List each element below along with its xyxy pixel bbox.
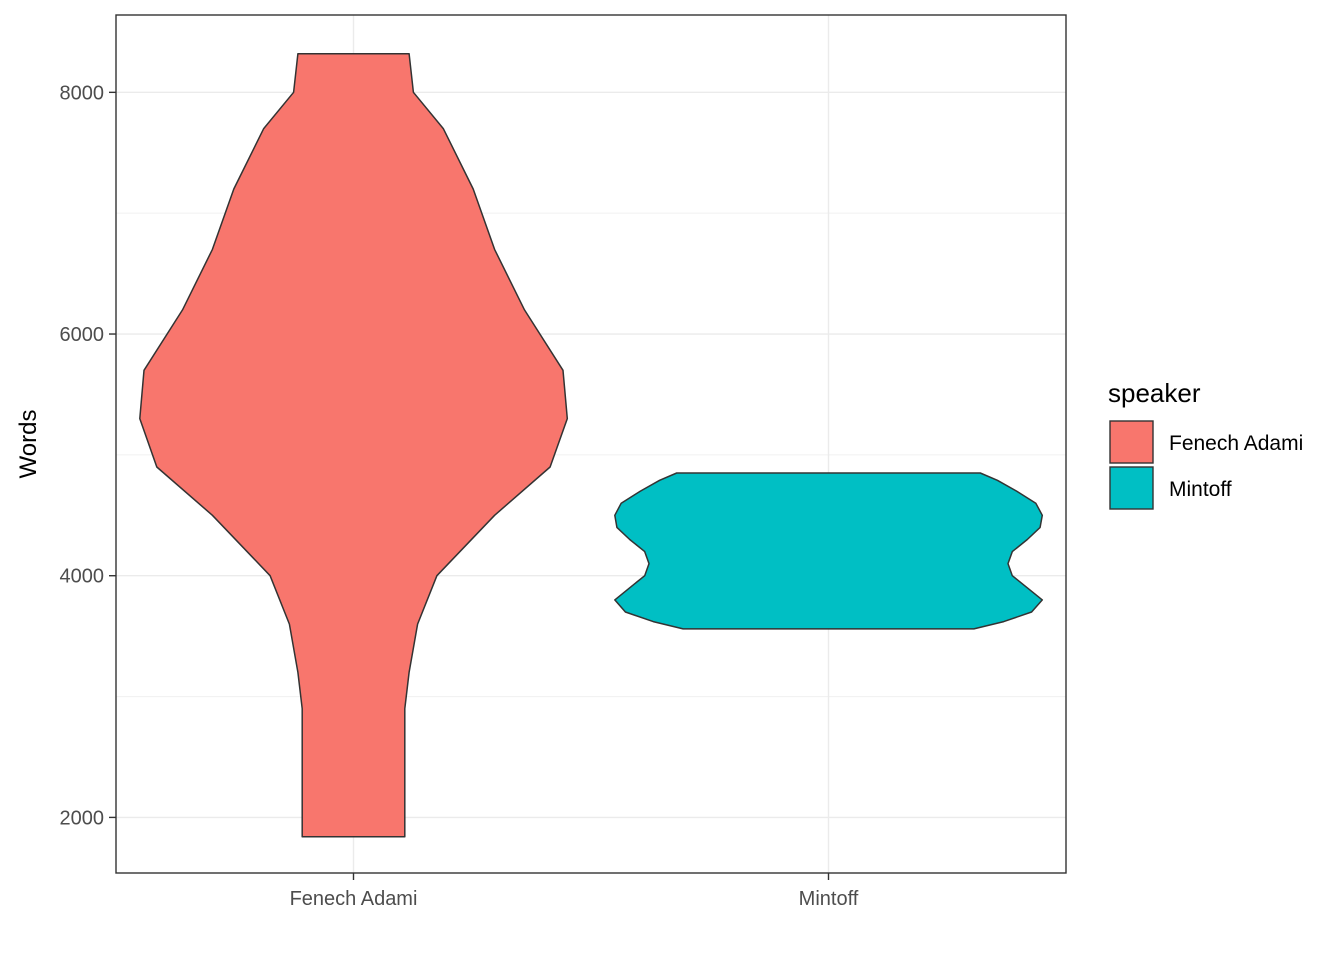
legend: speaker Fenech Adami Mintoff [1108, 378, 1303, 510]
legend-entries: Fenech Adami Mintoff [1109, 420, 1303, 510]
x-tick-label: Mintoff [799, 888, 859, 910]
y-tick-label: 2000 [60, 807, 105, 829]
violin-fenech-adami [139, 52, 569, 838]
violins [139, 52, 1044, 838]
panel-border [115, 14, 1067, 874]
violin-mintoff [614, 472, 1044, 630]
legend-key-fenech-adami [1109, 420, 1154, 464]
legend-key-mintoff [1109, 466, 1154, 510]
legend-label: Fenech Adami [1169, 432, 1303, 455]
x-tick-label: Fenech Adami [290, 888, 418, 910]
y-axis-title: Words [15, 410, 42, 479]
y-tick-label: 6000 [60, 324, 105, 346]
legend-label: Mintoff [1169, 478, 1232, 501]
y-tick-label: 4000 [60, 566, 105, 588]
axes: 2000 4000 6000 8000 Fenech Adami Mintoff [60, 82, 859, 910]
legend-title: speaker [1108, 378, 1201, 408]
y-tick-label: 8000 [60, 82, 105, 104]
